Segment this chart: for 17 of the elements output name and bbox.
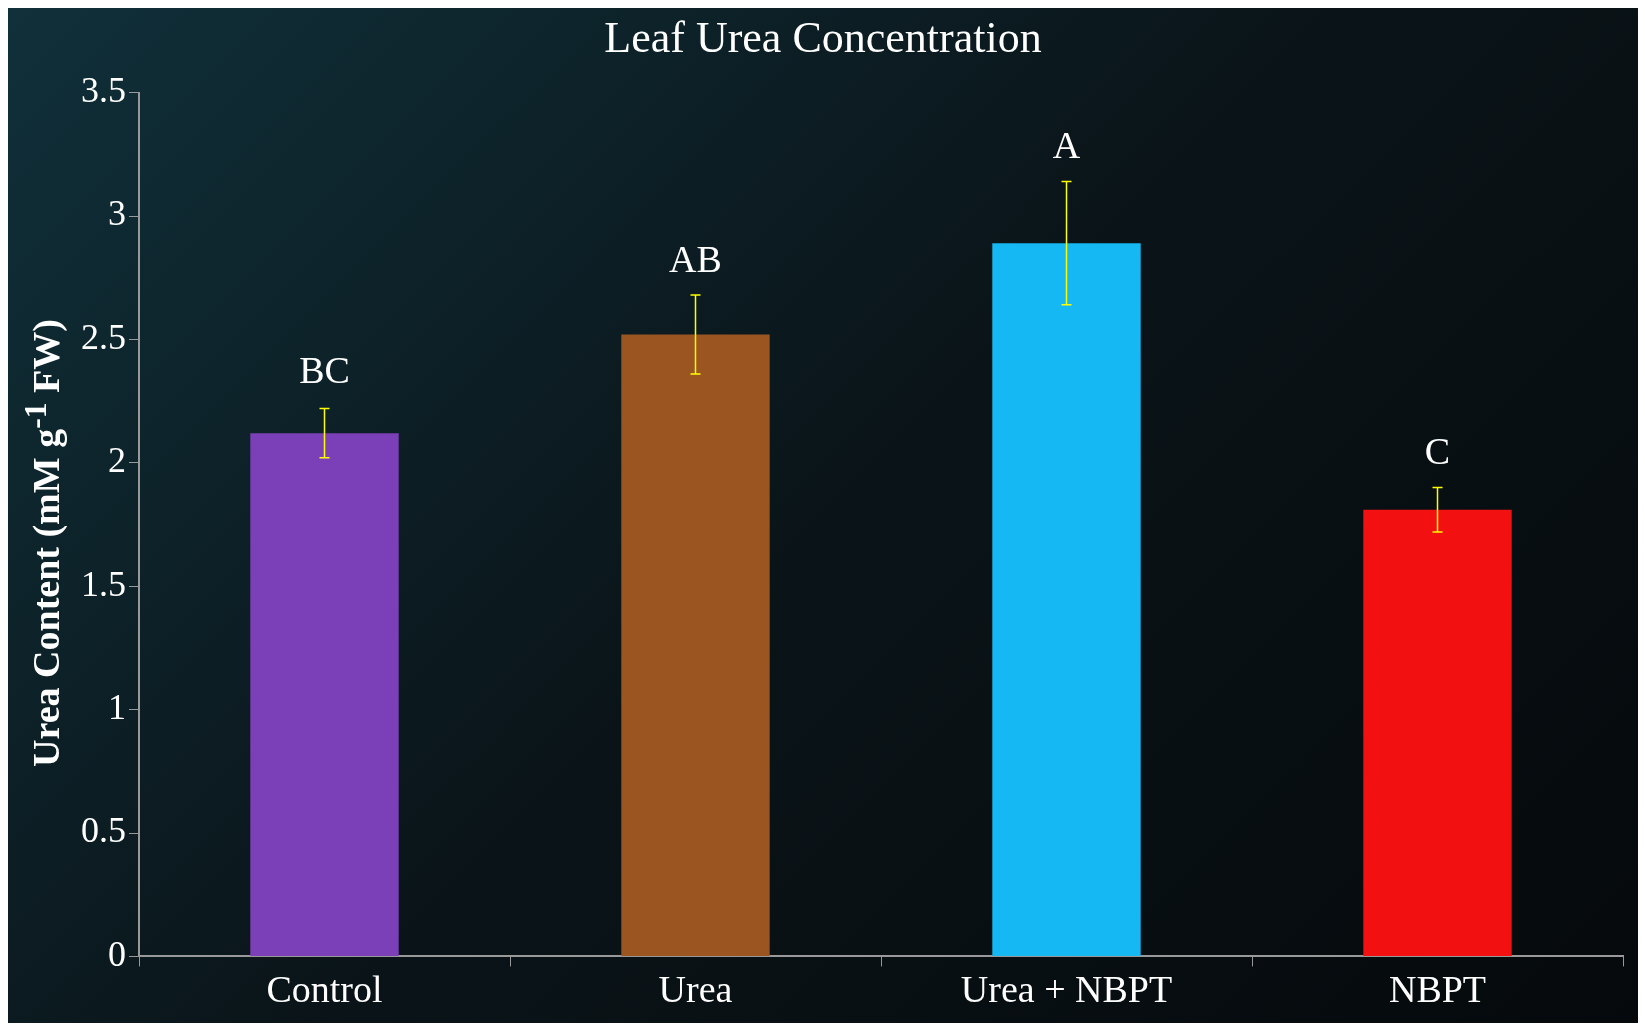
y-tick-label: 2.5 [81,316,126,357]
x-tick-label: NBPT [1388,968,1487,1011]
y-tick-label: 2 [108,440,126,481]
annotation: A [1052,124,1081,167]
y-tick-label: 0 [108,933,126,974]
y-tick-label: 3.5 [81,70,126,111]
y-tick-label: 1 [108,687,126,728]
annotation: BC [299,349,350,392]
x-tick-label: Control [266,968,383,1011]
y-tick-label: 1.5 [81,563,126,604]
annotation: C [1424,430,1451,473]
x-tick-label: Urea [658,968,733,1011]
chart-title: Leaf Urea Concentration [603,12,1043,64]
annotation: AB [669,237,722,280]
x-tick-label: Urea + NBPT [960,968,1173,1011]
y-tick-label: 0.5 [81,810,126,851]
y-tick-label: 3 [108,193,126,234]
